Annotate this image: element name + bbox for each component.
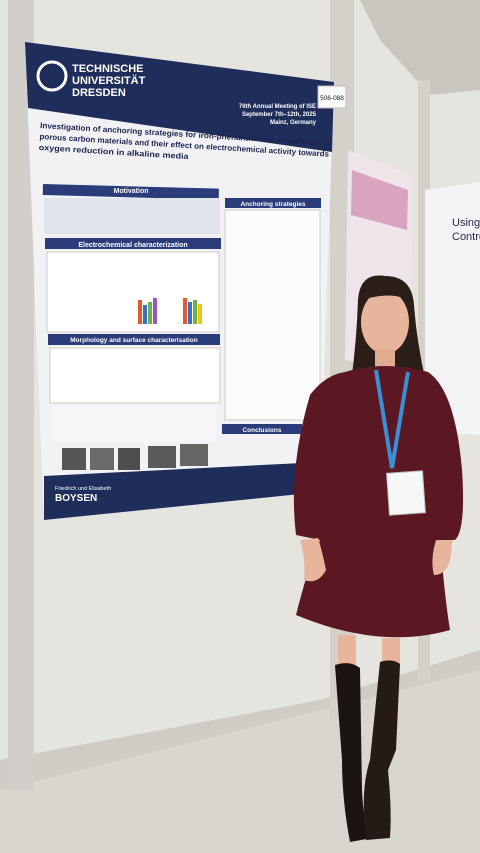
poster-graphic	[153, 298, 157, 324]
university: TECHNISCHE	[72, 63, 144, 75]
poster-bars	[138, 298, 202, 324]
poster-image	[90, 448, 114, 470]
ceiling	[360, 0, 480, 95]
logo	[36, 60, 68, 92]
section-header	[45, 238, 221, 249]
section-header	[48, 334, 220, 345]
hand	[432, 540, 452, 575]
poster-graphic	[143, 305, 147, 324]
poster-panel	[224, 209, 321, 421]
board-tag	[317, 85, 347, 109]
section-title: Morphology and surface characterisation	[70, 337, 198, 344]
board-number: 506-088	[320, 95, 344, 102]
dates: September 7th–12th, 2025	[242, 112, 317, 118]
section-header	[225, 198, 321, 208]
poster-graphic	[198, 304, 202, 324]
poster-graphic	[138, 300, 142, 324]
sponsor: BOYSEN	[55, 493, 97, 504]
neighbor-poster	[425, 182, 480, 435]
poster-image	[62, 448, 86, 470]
poster-graphic	[183, 298, 187, 324]
section-header	[222, 424, 302, 434]
poster-image	[148, 446, 176, 468]
poster-footer	[44, 462, 322, 520]
location: Mainz, Germany	[270, 120, 317, 126]
face	[361, 290, 409, 354]
poster-panel	[49, 347, 221, 404]
poster-title: Investigation of anchoring strategies fo…	[39, 121, 330, 161]
section-title: Conclusions	[242, 427, 281, 434]
poster-image	[118, 448, 140, 470]
lanyard	[374, 369, 410, 469]
hand	[300, 538, 326, 582]
university: UNIVERSITÄT	[72, 74, 146, 87]
university: DRESDEN	[72, 87, 126, 99]
poster-graphic	[193, 300, 197, 324]
meeting: 76th Annual Meeting of ISE	[239, 104, 316, 110]
dress	[293, 366, 464, 638]
boot	[335, 663, 372, 842]
poster-header	[25, 42, 334, 152]
poster-text	[44, 198, 220, 234]
hair-fringe	[362, 283, 410, 302]
poster-graphic	[148, 302, 152, 324]
neighbor-title: Using R	[452, 217, 480, 229]
poster-table	[52, 406, 217, 442]
neighbor-poster-header	[351, 170, 408, 230]
neck	[375, 350, 395, 370]
section-title: Anchoring strategies	[240, 201, 305, 208]
sponsor: Friedrich und Elisabeth	[55, 486, 111, 492]
section-title: Motivation	[114, 188, 149, 195]
section-title: Electrochemical characterization	[78, 242, 187, 249]
neighbor-title: Control	[452, 231, 480, 243]
poster-image	[180, 444, 208, 466]
section-header	[42, 184, 219, 200]
poster-graphic	[188, 302, 192, 324]
boot	[363, 660, 400, 840]
baseboard	[0, 650, 480, 790]
badge	[386, 470, 426, 516]
